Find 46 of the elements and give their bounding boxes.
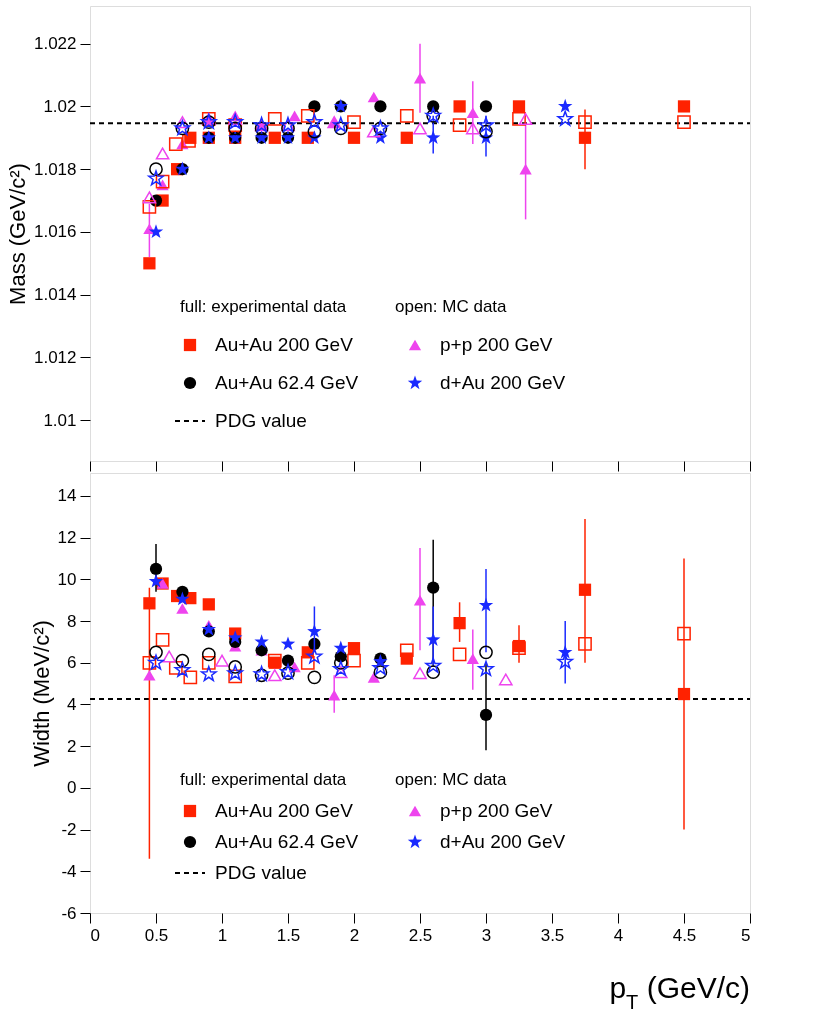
y-tick-label: -4 — [61, 861, 77, 881]
x-tick-label: 1 — [217, 925, 228, 945]
y-axis-title: Mass (GeV/c²) — [4, 163, 30, 305]
x-tick-label: 0 — [90, 925, 100, 945]
x-tick-label: 4.5 — [672, 925, 697, 945]
x-tick-label: 1.5 — [276, 925, 301, 945]
y-tick-label: 14 — [57, 486, 77, 506]
x-axis-title: p$_{T}$ (GeV/c) — [609, 971, 750, 1013]
y-tick-label: 2 — [67, 736, 77, 756]
y-tick-label: 1.02 — [43, 96, 77, 116]
y-tick-label: 1.012 — [33, 347, 77, 367]
annotation: full: experimental data — [180, 297, 347, 316]
y-tick-label: 1.01 — [43, 410, 77, 430]
x-tick-label: 3.5 — [540, 925, 565, 945]
y-tick-label: 1.018 — [33, 159, 77, 179]
y-tick-label: -6 — [61, 903, 77, 923]
y-tick-label: 12 — [57, 528, 77, 548]
y-tick-label: -2 — [61, 820, 77, 840]
y-tick-label: 1.022 — [33, 34, 77, 54]
x-tick-label: 5 — [741, 925, 751, 945]
y-axis-title: Width (MeV/c²) — [28, 620, 54, 767]
x-tick-label: 4 — [613, 925, 624, 945]
legend-label: Au+Au 200 GeV — [215, 800, 354, 821]
legend-label: d+Au 200 GeV — [440, 831, 566, 852]
annotation: open: MC data — [395, 297, 508, 316]
legend-label: PDG value — [215, 862, 307, 883]
x-tick-label: 3 — [481, 925, 492, 945]
y-tick-label: 0 — [67, 778, 77, 798]
annotation: full: experimental data — [180, 770, 347, 789]
y-tick-label: 10 — [57, 569, 77, 589]
y-tick-label: 4 — [67, 694, 77, 714]
legend-label: p+p 200 GeV — [440, 800, 553, 821]
x-tick-label: 0.5 — [144, 925, 169, 945]
y-tick-label: 1.016 — [33, 222, 77, 242]
legend-label: Au+Au 62.4 GeV — [215, 372, 359, 393]
legend-label: p+p 200 GeV — [440, 334, 553, 355]
legend-label: Au+Au 62.4 GeV — [215, 831, 359, 852]
y-tick-label: 6 — [67, 653, 77, 673]
x-tick-label: 2.5 — [408, 925, 433, 945]
y-tick-label: 1.014 — [33, 285, 77, 305]
legend-label: Au+Au 200 GeV — [215, 334, 354, 355]
annotation: open: MC data — [395, 770, 508, 789]
y-tick-label: 8 — [67, 611, 77, 631]
x-tick-label: 2 — [349, 925, 360, 945]
legend-label: d+Au 200 GeV — [440, 372, 566, 393]
legend-label: PDG value — [215, 410, 307, 431]
